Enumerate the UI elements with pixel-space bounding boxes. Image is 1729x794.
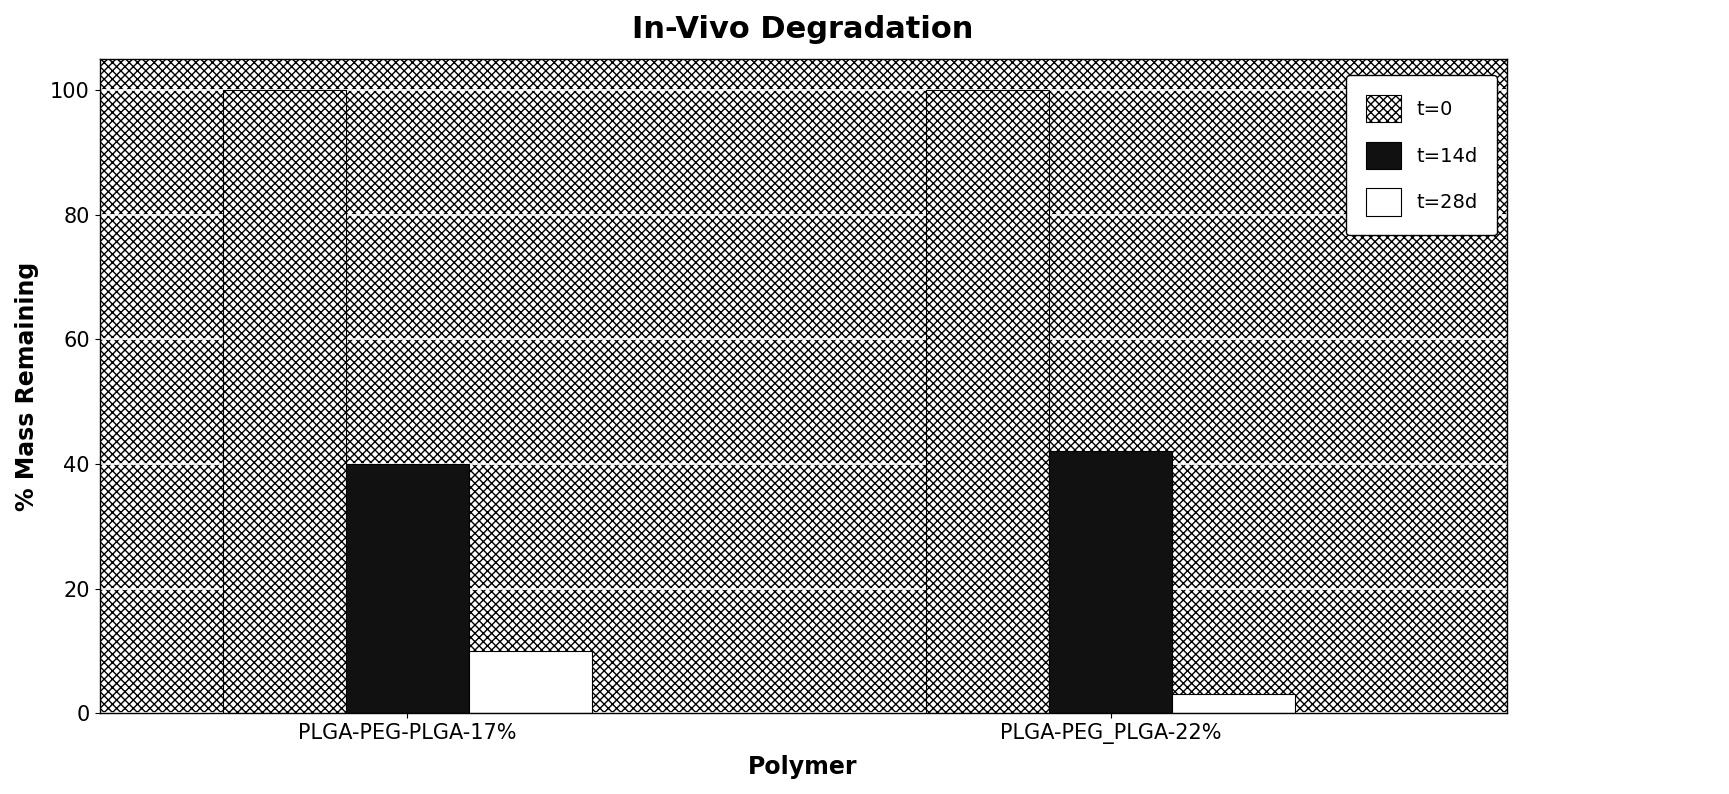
Bar [223, 90, 346, 713]
Bar [1172, 695, 1295, 713]
Bar [469, 651, 591, 713]
Title: In-Vivo Degradation: In-Vivo Degradation [633, 15, 973, 44]
Bar [1050, 452, 1172, 713]
Bar [346, 464, 469, 713]
X-axis label: Polymer: Polymer [749, 755, 858, 779]
Bar [927, 90, 1050, 713]
Y-axis label: % Mass Remaining: % Mass Remaining [16, 261, 40, 511]
Legend: t=0, t=14d, t=28d: t=0, t=14d, t=28d [1347, 75, 1497, 235]
